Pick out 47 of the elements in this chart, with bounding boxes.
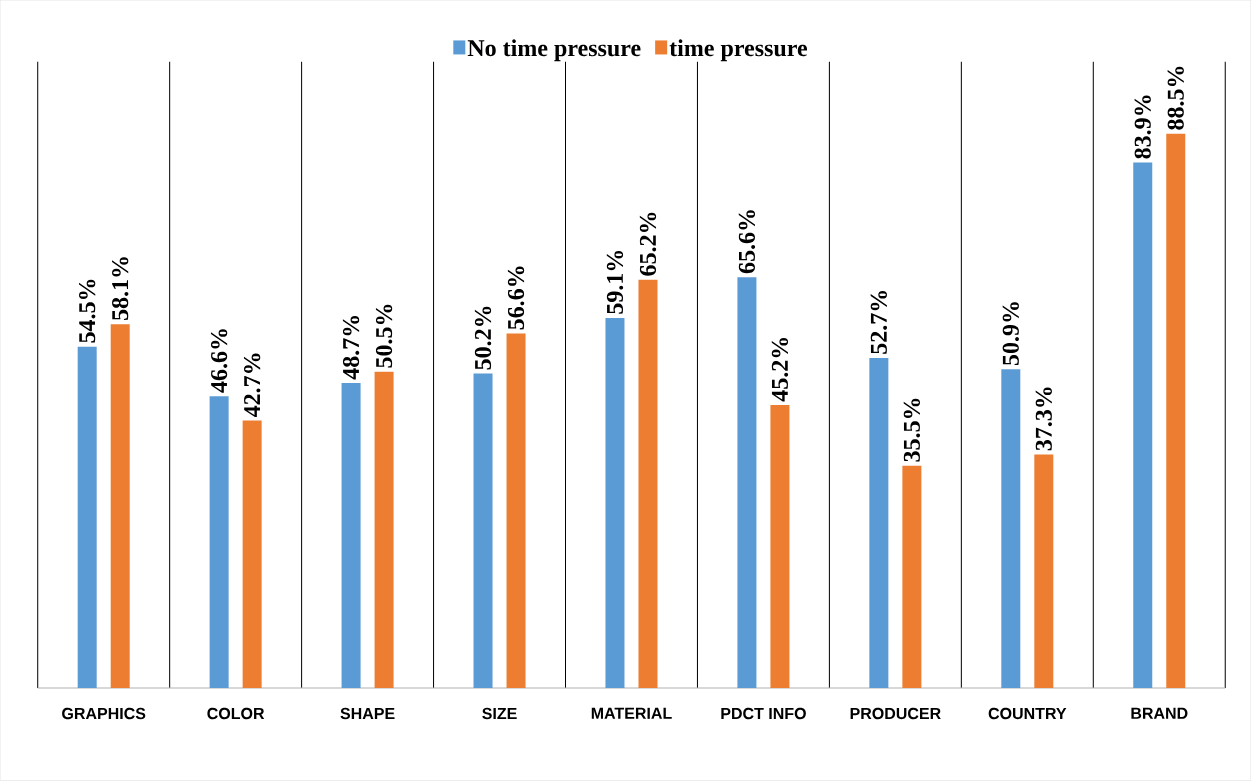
data-label: 42.7%	[243, 353, 261, 418]
data-label: 45.2%	[771, 338, 789, 402]
data-label: 52.7%	[870, 291, 888, 354]
data-label: 59.1%	[606, 251, 624, 314]
legend-label: No time pressure	[467, 39, 641, 62]
data-label: 50.9%	[1002, 302, 1019, 366]
data-label: 50.5%	[375, 304, 393, 368]
data-label: 48.7%	[342, 316, 360, 380]
x-tick-label: PRODUCER	[850, 707, 941, 720]
x-tick-label: SIZE	[482, 707, 517, 720]
bar	[341, 383, 361, 689]
bar	[374, 371, 394, 689]
bar	[209, 396, 229, 689]
data-label: 50.2%	[474, 306, 492, 370]
bar	[737, 277, 757, 689]
bar	[473, 373, 493, 689]
x-tick-label: COLOR	[207, 707, 265, 720]
bar	[110, 324, 130, 689]
x-tick-label: GRAPHICS	[62, 707, 146, 720]
bar	[506, 333, 526, 689]
data-label: 37.3%	[1035, 387, 1052, 451]
bar	[1034, 454, 1054, 689]
data-label: 65.2%	[639, 212, 657, 276]
data-label: 88.5%	[1167, 66, 1184, 130]
bar	[1166, 133, 1186, 689]
bar	[902, 465, 922, 689]
bar	[605, 317, 625, 689]
data-label: 65.6%	[738, 210, 756, 274]
x-tick-label: PDCT INFO	[721, 707, 806, 720]
data-label: 56.6%	[507, 266, 525, 330]
bar	[77, 346, 97, 689]
data-label: 46.6%	[210, 329, 228, 393]
legend-label: time pressure	[669, 39, 808, 62]
x-tick-label: SHAPE	[340, 707, 395, 720]
data-label: 83.9%	[1134, 95, 1151, 159]
data-label: 58.1%	[112, 257, 129, 321]
x-tick-label: MATERIAL	[591, 707, 672, 719]
x-tick-label: COUNTRY	[988, 707, 1067, 720]
bar	[1133, 162, 1153, 689]
bar	[1001, 369, 1021, 689]
data-label: 54.5%	[79, 279, 96, 343]
data-label: 35.5%	[903, 398, 921, 462]
bar	[242, 420, 262, 689]
bar	[770, 405, 790, 689]
bar	[638, 279, 658, 689]
x-tick-label: BRAND	[1131, 707, 1188, 719]
bar	[869, 358, 889, 689]
